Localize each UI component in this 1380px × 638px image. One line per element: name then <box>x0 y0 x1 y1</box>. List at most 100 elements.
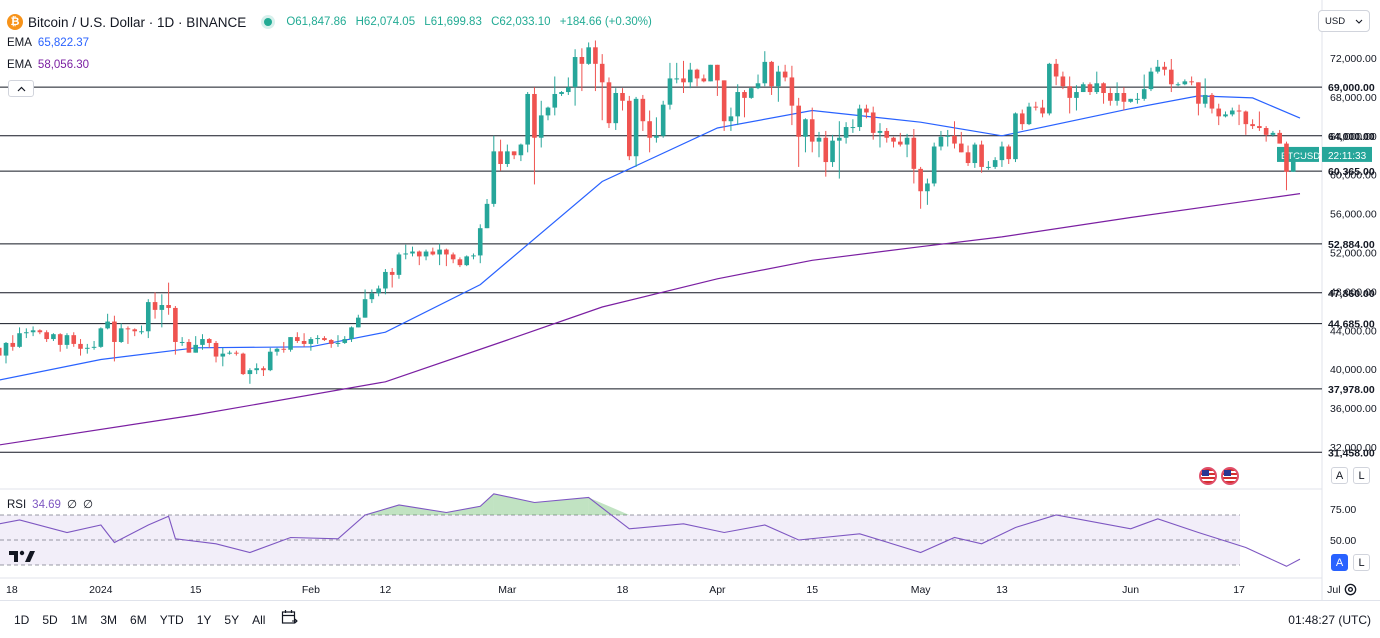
chart-canvas[interactable]: 69,000.00 64,000.00 60,365.00 52,884.00 47,8… <box>0 0 1380 600</box>
candle-body <box>613 93 619 124</box>
level-label-bg <box>1323 79 1377 95</box>
candle-body <box>1094 83 1100 93</box>
candle <box>952 121 957 149</box>
candle-body <box>376 288 381 294</box>
candle-body <box>1284 143 1289 172</box>
rsi-legend[interactable]: RSI 34.69 ∅ ∅ <box>7 497 99 511</box>
log-scale-button[interactable]: L <box>1353 467 1370 484</box>
candle-body <box>206 339 212 343</box>
candle-body <box>532 93 537 138</box>
candle-body <box>78 343 83 349</box>
candle <box>538 100 544 148</box>
tradingview-logo-icon[interactable] <box>9 548 37 568</box>
candle <box>593 40 598 92</box>
candle <box>328 339 334 348</box>
ema-fast-legend[interactable]: EMA 65,822.37 <box>7 37 89 49</box>
candle-body <box>1087 84 1093 93</box>
time-tick-label: 18 <box>617 584 629 596</box>
candle <box>376 285 381 297</box>
timeframe-5y[interactable]: 5Y <box>224 612 240 627</box>
chevron-down-icon <box>1355 19 1363 24</box>
candle <box>335 335 341 347</box>
timeframe-6m[interactable]: 6M <box>130 612 147 627</box>
candle-body <box>884 130 890 138</box>
candle <box>173 305 178 355</box>
candle <box>274 347 280 356</box>
symbol-title[interactable]: Bitcoin / U.S. Dollar · 1D · BINANCE <box>28 14 247 30</box>
collapse-chevron-icon <box>17 86 25 91</box>
calendar-range-icon[interactable] <box>281 609 299 630</box>
candle-body <box>416 251 422 257</box>
candle <box>762 51 768 87</box>
timeframe-ytd[interactable]: YTD <box>159 612 184 627</box>
time-axis[interactable]: 18 2024 15 Feb 12 Mar 18 Apr 15 May 13 Jun 17 Jul <box>6 584 1341 596</box>
candle-body <box>403 253 409 255</box>
candle-body <box>687 69 693 83</box>
rsi-log-scale-button[interactable]: L <box>1353 554 1370 571</box>
candle-body <box>640 98 646 122</box>
level-label-bg <box>1323 163 1377 179</box>
candle-body <box>1026 106 1032 125</box>
candle <box>410 246 415 257</box>
candle <box>17 327 22 348</box>
rsi-extra-1: ∅ <box>66 499 77 511</box>
candle <box>654 117 659 143</box>
candle-body <box>464 256 469 266</box>
candle <box>1053 58 1059 86</box>
rsi-auto-scale-button[interactable]: A <box>1331 554 1348 571</box>
us-flag-event-icon[interactable] <box>1221 467 1239 485</box>
candle-body <box>1047 63 1052 114</box>
timeframe-3m[interactable]: 3M <box>100 612 118 627</box>
candle <box>647 110 652 153</box>
candle-body <box>857 108 862 128</box>
candle-body <box>1216 108 1222 117</box>
candle <box>640 94 646 131</box>
price-axis[interactable]: 72,000.00 68,000.00 64,000.00 60,000.00 56,0… <box>1330 53 1377 454</box>
candle <box>1033 101 1039 111</box>
candle-body <box>830 140 835 163</box>
candle-body <box>389 271 395 275</box>
currency-label: USD <box>1325 15 1346 27</box>
candle-body <box>179 341 185 343</box>
candle-body <box>1162 66 1167 70</box>
candle-body <box>904 137 910 145</box>
candle-body <box>17 333 22 347</box>
candle-body <box>620 93 625 101</box>
candle-body <box>301 340 307 344</box>
candle-body <box>816 137 822 142</box>
candle-body <box>139 331 144 333</box>
timeframe-1y[interactable]: 1Y <box>196 612 212 627</box>
settings-gear-icon[interactable] <box>1343 582 1358 602</box>
candle <box>1277 129 1282 144</box>
collapse-legend-button[interactable] <box>8 80 34 97</box>
rsi-label: RSI <box>7 499 27 511</box>
candle <box>254 363 259 375</box>
candle-body <box>410 251 415 254</box>
auto-scale-button[interactable]: A <box>1331 467 1348 484</box>
time-tick-label: Apr <box>709 584 726 596</box>
candle-body <box>30 330 36 333</box>
timeframe-1m[interactable]: 1M <box>70 612 88 627</box>
candle <box>281 341 287 353</box>
level-label-bg <box>1323 127 1377 143</box>
ema-slow-legend[interactable]: EMA 58,056.30 <box>7 59 89 71</box>
candle <box>870 106 876 140</box>
candle <box>599 54 605 121</box>
timeframe-all[interactable]: All <box>252 612 266 627</box>
economic-events[interactable] <box>1199 467 1243 485</box>
level-label-bg <box>1323 315 1377 331</box>
timeframe-5d[interactable]: 5D <box>42 612 58 627</box>
candle <box>484 199 490 229</box>
utc-clock[interactable]: 01:48:27 (UTC) <box>1288 612 1371 627</box>
candle <box>267 347 273 372</box>
timeframe-1d[interactable]: 1D <box>14 612 30 627</box>
candle <box>1229 107 1235 117</box>
us-flag-event-icon[interactable] <box>1199 467 1217 485</box>
candle-body <box>999 146 1005 161</box>
candle <box>37 329 43 335</box>
candle <box>938 130 944 151</box>
currency-selector[interactable]: USD <box>1318 10 1370 32</box>
candle <box>145 299 151 339</box>
ema-fast-line <box>0 95 1301 381</box>
candle <box>159 294 165 328</box>
